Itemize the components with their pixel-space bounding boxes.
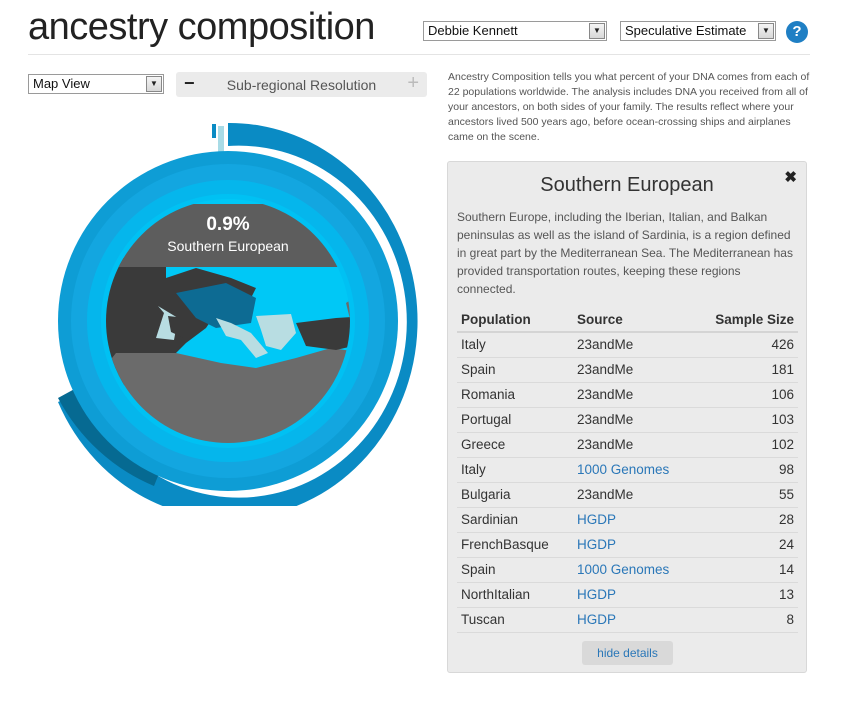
source-cell: 23andMe (573, 432, 693, 458)
source-link[interactable]: HGDP (573, 582, 693, 608)
resolution-control: − Sub-regional Resolution + (176, 72, 427, 97)
sample-size-cell: 28 (693, 507, 798, 533)
sample-size-cell: 98 (693, 457, 798, 483)
chart-percent: 0.9% (206, 214, 249, 235)
sample-size-cell: 13 (693, 582, 798, 608)
table-row: Romania 23andMe 106 (457, 382, 798, 408)
table-row: Bulgaria 23andMe 55 (457, 482, 798, 508)
sample-size-cell: 426 (693, 332, 798, 358)
population-cell: Romania (457, 382, 573, 408)
table-row: Portugal 23andMe 103 (457, 407, 798, 433)
estimate-select-value: Speculative Estimate (625, 23, 747, 38)
divider (28, 54, 810, 55)
population-cell: Greece (457, 432, 573, 458)
table-row: Spain 23andMe 181 (457, 357, 798, 383)
source-link[interactable]: 1000 Genomes (573, 457, 693, 483)
source-link[interactable]: 1000 Genomes (573, 557, 693, 583)
column-header-source: Source (573, 308, 693, 333)
ring-segment-tick (212, 124, 216, 138)
source-link[interactable]: HGDP (573, 532, 693, 558)
population-cell: Italy (457, 457, 573, 483)
table-row: Sardinian HGDP 28 (457, 507, 798, 533)
sample-size-cell: 181 (693, 357, 798, 383)
source-link[interactable]: HGDP (573, 607, 693, 633)
population-cell: Spain (457, 557, 573, 583)
table-row: Tuscan HGDP 8 (457, 607, 798, 633)
table-row: Spain 1000 Genomes 14 (457, 557, 798, 583)
table-row: Italy 1000 Genomes 98 (457, 457, 798, 483)
population-cell: Bulgaria (457, 482, 573, 508)
sample-size-cell: 102 (693, 432, 798, 458)
population-cell: Tuscan (457, 607, 573, 633)
population-cell: Spain (457, 357, 573, 383)
profile-select-value: Debbie Kennett (428, 23, 518, 38)
chevron-down-icon: ▼ (589, 23, 605, 39)
sample-size-cell: 106 (693, 382, 798, 408)
source-cell: 23andMe (573, 407, 693, 433)
hide-details-button[interactable]: hide details (582, 641, 673, 665)
chart-region-label: Southern European (167, 238, 288, 254)
resolution-decrease-button[interactable]: − (184, 73, 195, 93)
column-header-population: Population (457, 308, 573, 333)
source-cell: 23andMe (573, 482, 693, 508)
profile-select[interactable]: Debbie Kennett ▼ (423, 21, 607, 41)
table-row: FrenchBasque HGDP 24 (457, 532, 798, 558)
detail-title: Southern European (540, 174, 714, 196)
table-row: Greece 23andMe 102 (457, 432, 798, 458)
population-cell: Italy (457, 332, 573, 358)
population-cell: Sardinian (457, 507, 573, 533)
detail-description: Southern Europe, including the Iberian, … (457, 210, 793, 296)
table-row: Italy 23andMe 426 (457, 332, 798, 358)
estimate-select[interactable]: Speculative Estimate ▼ (620, 21, 776, 41)
table-row: NorthItalian HGDP 13 (457, 582, 798, 608)
sample-size-cell: 24 (693, 532, 798, 558)
ancestry-donut-chart: 0.9% Southern European (58, 122, 418, 506)
sample-size-cell: 55 (693, 482, 798, 508)
close-icon[interactable]: ✖ (784, 169, 797, 186)
population-cell: NorthItalian (457, 582, 573, 608)
resolution-label: Sub-regional Resolution (226, 77, 377, 93)
help-icon[interactable]: ? (786, 21, 808, 43)
sample-size-cell: 8 (693, 607, 798, 633)
view-select[interactable]: Map View ▼ (28, 74, 164, 94)
region-detail-panel: Southern European ✖ Southern Europe, inc… (447, 161, 807, 673)
sample-size-cell: 14 (693, 557, 798, 583)
column-header-sample-size: Sample Size (693, 308, 798, 333)
source-cell: 23andMe (573, 382, 693, 408)
population-cell: FrenchBasque (457, 532, 573, 558)
selected-segment[interactable] (218, 126, 224, 170)
view-select-value: Map View (33, 76, 90, 91)
resolution-increase-button[interactable]: + (407, 72, 419, 94)
page-title: ancestry composition (28, 6, 375, 48)
sample-size-cell: 103 (693, 407, 798, 433)
population-table: Population Source Sample Size Italy 23and… (457, 308, 798, 633)
table-header-row: Population Source Sample Size (457, 308, 798, 333)
chevron-down-icon: ▼ (758, 23, 774, 39)
chevron-down-icon: ▼ (146, 76, 162, 92)
population-cell: Portugal (457, 407, 573, 433)
source-cell: 23andMe (573, 357, 693, 383)
source-link[interactable]: HGDP (573, 507, 693, 533)
intro-text: Ancestry Composition tells you what perc… (448, 71, 810, 143)
source-cell: 23andMe (573, 332, 693, 358)
